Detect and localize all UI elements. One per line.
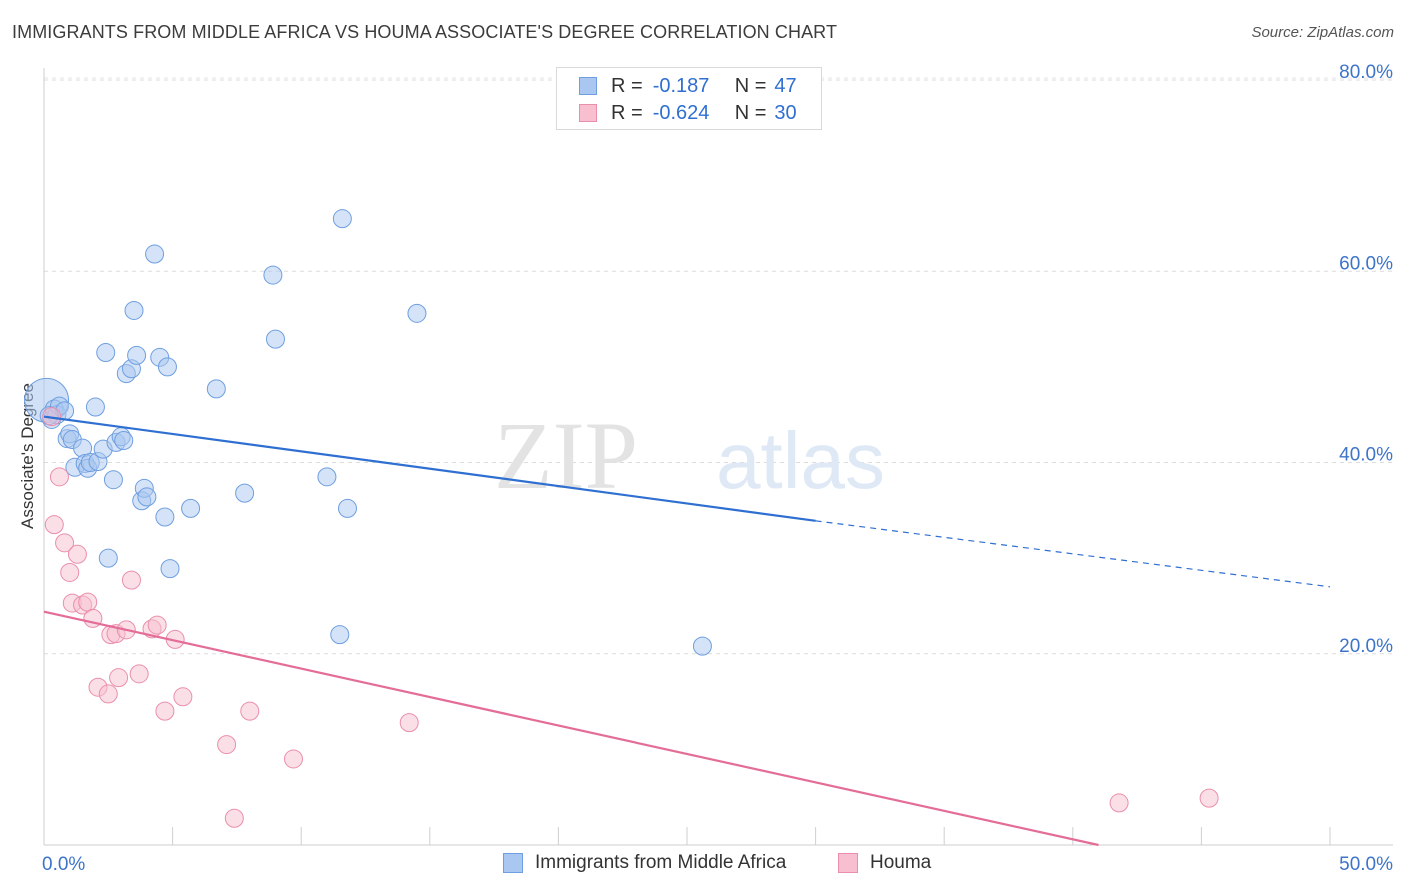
- data-point: [240, 701, 260, 721]
- axes: [43, 68, 1393, 846]
- legend-item-immigrants: Immigrants from Middle Africa: [503, 852, 786, 874]
- trend-lines: [43, 415, 1331, 847]
- data-point: [124, 300, 144, 320]
- data-point: [60, 562, 80, 582]
- data-point: [317, 467, 337, 487]
- data-point: [155, 507, 175, 527]
- data-point: [157, 357, 177, 377]
- watermark-atlas: atlas: [716, 416, 885, 505]
- data-point: [127, 345, 147, 365]
- legend-swatch-houma: [579, 104, 597, 122]
- data-point: [206, 379, 226, 399]
- x-tick-label-min: 0.0%: [42, 854, 85, 875]
- data-point: [217, 735, 237, 755]
- y-tick-label: 40.0%: [1339, 445, 1393, 466]
- legend-r-label: R =: [611, 74, 643, 97]
- data-point: [145, 244, 165, 264]
- y-tick-label: 80.0%: [1339, 62, 1393, 83]
- data-point: [121, 570, 141, 590]
- data-point: [109, 668, 129, 688]
- data-point: [67, 544, 87, 564]
- data-point: [129, 664, 149, 684]
- legend-swatch-immigrants: [579, 77, 597, 95]
- chart-title: IMMIGRANTS FROM MIDDLE AFRICA VS HOUMA A…: [12, 22, 838, 42]
- gridlines: [44, 77, 1393, 655]
- legend-swatch-immigrants: [503, 853, 523, 873]
- data-point: [173, 687, 193, 707]
- legend-n-value: 30: [774, 101, 797, 124]
- data-point: [78, 592, 98, 612]
- x-tick-label-max: 50.0%: [1339, 854, 1393, 875]
- legend-n-label: N =: [734, 101, 767, 124]
- trend-line-dashed: [815, 520, 1331, 588]
- y-tick-label: 60.0%: [1339, 253, 1393, 274]
- data-point: [330, 625, 350, 645]
- data-point: [85, 397, 105, 417]
- data-point: [332, 209, 352, 229]
- data-point: [44, 515, 64, 535]
- legend-row-houma: R = -0.624 N = 30: [579, 102, 797, 124]
- data-point: [103, 470, 123, 490]
- legend-r-label: R =: [611, 101, 643, 124]
- data-point: [692, 636, 712, 656]
- legend-n-label: N =: [734, 74, 767, 97]
- legend-n-value: 47: [774, 74, 797, 97]
- data-point: [98, 548, 118, 568]
- data-point: [155, 701, 175, 721]
- legend-swatch-houma: [838, 853, 858, 873]
- data-point: [96, 343, 116, 363]
- data-point: [114, 431, 134, 451]
- data-point: [407, 303, 427, 323]
- data-point: [224, 808, 244, 828]
- data-point: [263, 265, 283, 285]
- stats-legend: R = -0.187 N = 47 R = -0.624 N = 30: [556, 67, 822, 130]
- data-point: [137, 487, 157, 507]
- legend-r-value: -0.187: [652, 74, 710, 97]
- legend-label-houma: Houma: [870, 852, 932, 873]
- legend-r-value: -0.624: [652, 101, 710, 124]
- data-point: [1199, 788, 1219, 808]
- watermark-zip: ZIP: [494, 402, 638, 509]
- data-point: [147, 615, 167, 635]
- data-point: [181, 498, 201, 518]
- legend-item-houma: Houma: [838, 852, 931, 874]
- data-point: [98, 684, 118, 704]
- data-point: [265, 329, 285, 349]
- y-tick-label: 20.0%: [1339, 636, 1393, 657]
- data-point: [55, 533, 75, 553]
- chart-source: Source: ZipAtlas.com: [1251, 24, 1394, 41]
- tick-labels: 20.0% 40.0% 60.0% 80.0% 0.0% 50.0%: [42, 62, 1393, 875]
- legend-row-immigrants: R = -0.187 N = 47: [579, 75, 797, 97]
- trend-line-solid: [43, 415, 816, 522]
- trend-line-solid: [43, 610, 1099, 847]
- data-point: [337, 498, 357, 518]
- watermark: ZIP atlas: [494, 402, 885, 509]
- series-legend: Immigrants from Middle Africa Houma: [0, 852, 1406, 876]
- data-point: [1109, 793, 1129, 813]
- data-point: [235, 483, 255, 503]
- data-point: [49, 467, 69, 487]
- data-point: [399, 713, 419, 733]
- data-point: [160, 559, 180, 579]
- data-point: [283, 749, 303, 769]
- legend-label-immigrants: Immigrants from Middle Africa: [535, 852, 787, 873]
- series-houma-points: [42, 407, 1219, 828]
